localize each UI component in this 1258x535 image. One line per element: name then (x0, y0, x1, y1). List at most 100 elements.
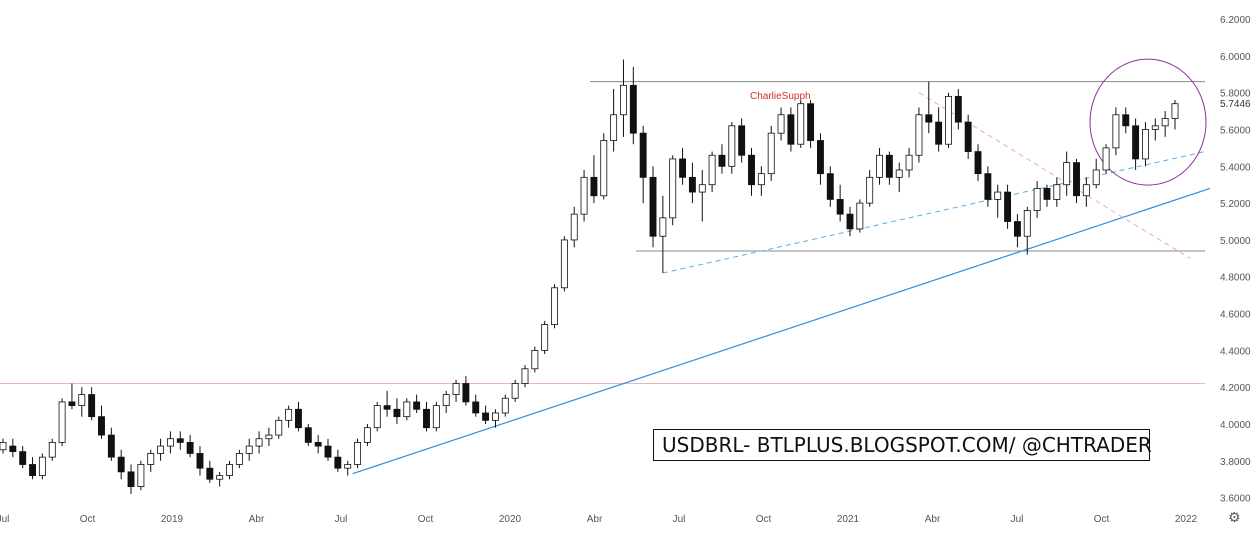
candle (649, 166, 657, 248)
candle (521, 365, 529, 388)
candle (954, 88, 962, 130)
candle-body (403, 401, 411, 418)
candle-body (797, 103, 805, 145)
candle-body (945, 95, 952, 145)
candle-body (38, 456, 46, 476)
candle (482, 405, 490, 425)
y-tick-label: 4.8000 (1220, 273, 1251, 284)
candle-body (127, 471, 135, 487)
candle (245, 438, 253, 461)
candle (38, 453, 46, 480)
candle (580, 169, 588, 222)
candle-body (1073, 162, 1080, 197)
candle (511, 379, 519, 402)
candle (176, 431, 184, 450)
candle-body (245, 445, 253, 454)
candle-body (462, 383, 470, 403)
candle (265, 427, 273, 447)
candle (58, 398, 66, 447)
candle (777, 107, 785, 141)
candle (866, 169, 874, 207)
candle-body (1161, 118, 1169, 127)
current-price-label: 5.7446 (1220, 99, 1251, 110)
candle-body (876, 154, 883, 178)
candle-body (600, 140, 608, 197)
dashed-trend-line (662, 151, 1206, 274)
candle (1102, 144, 1110, 174)
candle-body (324, 445, 332, 458)
x-tick-label: Jul (1011, 514, 1024, 525)
y-tick-label: 5.4000 (1220, 162, 1251, 173)
candle-body (935, 121, 943, 145)
settings-icon[interactable]: ⚙ (1228, 510, 1241, 526)
candle-body (166, 438, 174, 447)
candle-body (698, 184, 706, 193)
candle-body (590, 176, 598, 197)
candle (1033, 181, 1041, 218)
candle (1092, 158, 1100, 189)
candle-body (954, 95, 962, 123)
candle (1171, 100, 1179, 130)
candle (9, 438, 17, 458)
candle (1053, 177, 1061, 207)
candle (295, 401, 302, 432)
candle-body (610, 114, 618, 141)
candle-body (688, 176, 696, 193)
candle (885, 151, 893, 185)
candle (1073, 158, 1080, 204)
candle-body (560, 239, 568, 289)
x-tick-label: 2020 (499, 514, 522, 525)
candle (19, 446, 27, 469)
candle-body (147, 453, 155, 465)
candle (807, 100, 815, 148)
candle (432, 401, 440, 432)
candle-body (29, 464, 36, 476)
candle (797, 100, 805, 148)
candle-body (974, 151, 982, 175)
candle (117, 449, 125, 480)
candle-body (639, 132, 647, 178)
candle (994, 184, 1002, 218)
candle (639, 125, 647, 204)
candle-body (373, 405, 381, 429)
candle-body (107, 434, 115, 458)
candle (846, 206, 854, 237)
x-tick-label: Jul (673, 514, 686, 525)
candle-body (88, 394, 96, 418)
candle-body (226, 464, 233, 476)
candle-body (206, 467, 214, 480)
candle (1132, 118, 1140, 170)
dashed-downtrend-line (918, 92, 1191, 259)
candle-body (413, 401, 421, 410)
candle-body (98, 416, 105, 436)
candle (669, 155, 677, 226)
candle (462, 376, 470, 406)
candle-body (48, 442, 56, 458)
candle-body (846, 213, 854, 230)
candle-body (708, 154, 716, 186)
candle (974, 144, 982, 182)
candle (393, 398, 401, 425)
candle-body (629, 84, 637, 134)
candle (895, 162, 903, 193)
candle (48, 438, 56, 461)
candle (491, 409, 499, 428)
candle (876, 147, 883, 185)
candle-body (491, 412, 499, 421)
x-tick-label: Oct (80, 514, 96, 525)
candle-body (570, 213, 578, 241)
author-label: CharlieSupph (750, 91, 811, 102)
x-tick-label: Oct (418, 514, 434, 525)
x-tick-label: Abr (587, 514, 603, 525)
candle (1004, 184, 1012, 229)
candle (610, 88, 618, 152)
candle (166, 431, 174, 454)
y-tick-label: 5.0000 (1220, 236, 1251, 247)
candle-body (1023, 210, 1031, 237)
candle-body (777, 114, 785, 134)
candle (157, 438, 165, 461)
candle-body (521, 368, 529, 384)
y-tick-label: 4.6000 (1220, 310, 1251, 321)
